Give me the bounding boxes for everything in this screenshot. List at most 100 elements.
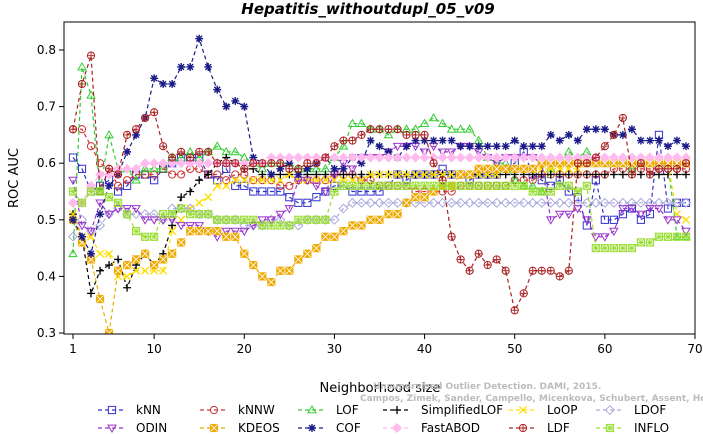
data-point: [482, 197, 493, 208]
data-point: [276, 159, 285, 168]
data-point: [636, 136, 645, 145]
data-point: [159, 255, 168, 264]
data-point: [113, 266, 123, 275]
data-point: [329, 214, 340, 225]
data-point: [375, 125, 384, 134]
data-point: [339, 164, 348, 173]
data-point: [563, 152, 574, 163]
data-point: [347, 165, 358, 174]
legend-marker: [209, 423, 219, 433]
data-point: [176, 203, 187, 214]
data-point: [555, 181, 564, 190]
data-point: [177, 204, 186, 213]
data-point: [222, 215, 231, 224]
data-point: [150, 232, 159, 241]
data-point: [483, 260, 492, 270]
data-point: [662, 197, 673, 208]
data-point: [194, 222, 205, 231]
data-point: [527, 152, 538, 163]
data-point: [249, 159, 258, 168]
data-point: [608, 197, 619, 208]
legend-label: LDOF: [634, 403, 666, 417]
data-point: [186, 187, 195, 196]
data-point: [554, 210, 565, 220]
data-point: [536, 197, 547, 208]
data-point: [626, 197, 637, 208]
data-point: [231, 176, 240, 185]
data-point: [257, 216, 268, 225]
data-point: [357, 181, 366, 190]
data-point: [231, 181, 240, 190]
data-point: [95, 159, 105, 168]
plot-frame: [63, 21, 696, 335]
data-point: [582, 221, 591, 230]
data-point: [330, 176, 339, 185]
data-point: [303, 159, 312, 168]
data-point: [555, 136, 564, 145]
data-point: [321, 176, 330, 185]
data-point: [222, 232, 231, 241]
data-point: [339, 181, 348, 190]
legend-label: LoOP: [547, 403, 578, 417]
data-point: [582, 159, 591, 168]
data-point: [141, 113, 150, 123]
data-point: [402, 181, 411, 190]
y-axis: 0.3 0.4 0.5 0.6 0.7 0.8: [37, 43, 64, 340]
data-point: [402, 130, 411, 139]
data-point: [302, 214, 313, 225]
data-point: [203, 209, 214, 220]
data-point: [239, 227, 250, 237]
x-tick-label: 30: [327, 342, 342, 356]
data-point: [645, 238, 655, 247]
data-point: [321, 232, 330, 241]
data-point: [384, 125, 393, 134]
data-point: [348, 221, 357, 230]
data-point: [599, 152, 610, 163]
data-point: [473, 197, 484, 208]
data-point: [636, 238, 646, 247]
data-point: [681, 159, 691, 168]
data-point: [87, 249, 95, 258]
data-point: [294, 164, 303, 173]
data-point: [104, 210, 114, 220]
data-point: [348, 181, 357, 190]
data-point: [437, 148, 448, 157]
data-point: [680, 197, 692, 208]
data-point: [321, 170, 330, 179]
data-point: [392, 142, 403, 152]
data-point: [519, 289, 528, 298]
data-point: [338, 152, 349, 163]
data-point: [419, 118, 430, 127]
data-point: [123, 272, 132, 281]
data-point: [67, 231, 79, 242]
data-point: [393, 125, 402, 134]
data-point: [222, 159, 231, 168]
data-point: [266, 216, 277, 225]
x-tick-label: 50: [507, 342, 522, 356]
data-point: [447, 181, 456, 190]
legend-item: KDEOS: [200, 421, 280, 434]
data-point: [204, 63, 213, 71]
data-point: [618, 210, 627, 219]
data-point: [663, 232, 673, 241]
data-point: [303, 215, 312, 224]
data-point: [528, 142, 537, 151]
legend-label: INFLO: [634, 421, 669, 434]
data-point: [347, 197, 358, 208]
legend-item: kNN: [98, 403, 161, 417]
data-point: [113, 181, 123, 190]
data-point: [654, 232, 664, 241]
data-point: [231, 215, 240, 224]
data-point: [564, 181, 573, 190]
data-point: [177, 193, 186, 202]
data-point: [609, 244, 618, 253]
data-point: [312, 215, 321, 224]
legend-item: FastABOD: [383, 421, 480, 434]
data-point: [177, 63, 186, 71]
data-point: [420, 130, 429, 139]
data-point: [582, 181, 591, 190]
data-point: [510, 181, 519, 190]
data-point: [465, 266, 474, 275]
data-point: [600, 244, 609, 253]
data-point: [411, 136, 420, 145]
